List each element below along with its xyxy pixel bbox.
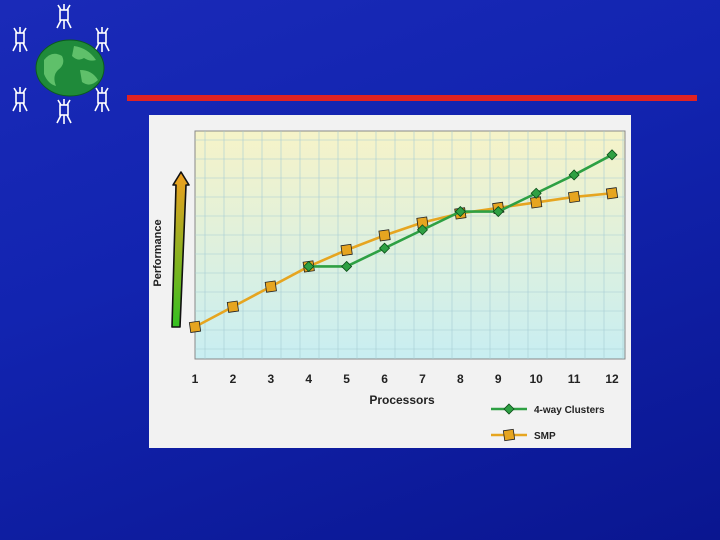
square-marker — [502, 428, 516, 442]
x-tick-label: 4 — [305, 372, 312, 386]
x-tick-label: 3 — [267, 372, 274, 386]
x-tick-label: 12 — [605, 372, 619, 386]
diamond-marker — [503, 403, 515, 415]
up-arrow-icon — [171, 171, 190, 328]
x-tick-label: 6 — [381, 372, 388, 386]
series-layer — [188, 149, 619, 333]
square-marker — [226, 300, 240, 313]
legend: 4-way Clusters SMP — [491, 403, 605, 442]
globe-network-icon — [12, 3, 110, 125]
x-axis-label: Processors — [369, 393, 435, 407]
series-line — [194, 191, 613, 328]
diamond-marker — [492, 205, 504, 218]
legend-label: SMP — [534, 431, 556, 442]
x-tick-labels: 1 2 3 4 5 6 7 8 9 10 11 12 — [192, 372, 619, 386]
square-marker — [567, 190, 581, 204]
x-tick-label: 5 — [343, 372, 350, 386]
x-tick-label: 2 — [230, 372, 237, 386]
x-tick-label: 9 — [495, 372, 502, 386]
diamond-marker — [454, 205, 466, 218]
diamond-marker — [378, 242, 391, 254]
diamond-marker — [341, 260, 353, 273]
legend-item: SMP — [491, 428, 556, 442]
diamond-marker — [303, 260, 315, 273]
x-tick-label: 1 — [192, 372, 199, 386]
x-tick-label: 10 — [530, 372, 544, 386]
square-marker — [378, 229, 391, 242]
square-marker — [264, 280, 277, 293]
x-tick-label: 8 — [457, 372, 464, 386]
x-tick-label: 7 — [419, 372, 426, 386]
legend-label: 4-way Clusters — [534, 405, 605, 416]
grid — [195, 131, 625, 359]
diamond-marker — [530, 187, 542, 199]
square-marker — [340, 243, 353, 257]
diamond-marker — [568, 169, 580, 181]
y-axis-label: Performance — [152, 219, 164, 286]
diamond-marker — [606, 149, 618, 161]
plot-area — [194, 130, 626, 360]
x-tick-label: 11 — [568, 372, 581, 386]
title-rule — [127, 95, 697, 101]
diamond-marker — [416, 224, 429, 236]
series-4-way-clusters — [303, 149, 618, 273]
square-marker — [605, 187, 619, 200]
globe-network-logo — [0, 0, 130, 125]
chart-panel: 1 2 3 4 5 6 7 8 9 10 11 12 4-way Clusters SMP Perfor… — [149, 115, 631, 448]
square-marker — [188, 320, 202, 333]
legend-item: 4-way Clusters — [491, 403, 605, 416]
